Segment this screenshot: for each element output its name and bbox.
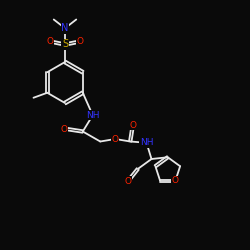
Text: O: O bbox=[60, 124, 68, 134]
Text: NH: NH bbox=[140, 138, 153, 147]
Text: S: S bbox=[62, 40, 68, 50]
Text: O: O bbox=[172, 176, 179, 185]
Text: O: O bbox=[76, 38, 84, 46]
Text: NH: NH bbox=[86, 111, 100, 120]
Text: O: O bbox=[112, 134, 119, 143]
Text: O: O bbox=[129, 121, 136, 130]
Text: N: N bbox=[61, 23, 69, 33]
Text: O: O bbox=[46, 38, 54, 46]
Text: O: O bbox=[124, 177, 131, 186]
